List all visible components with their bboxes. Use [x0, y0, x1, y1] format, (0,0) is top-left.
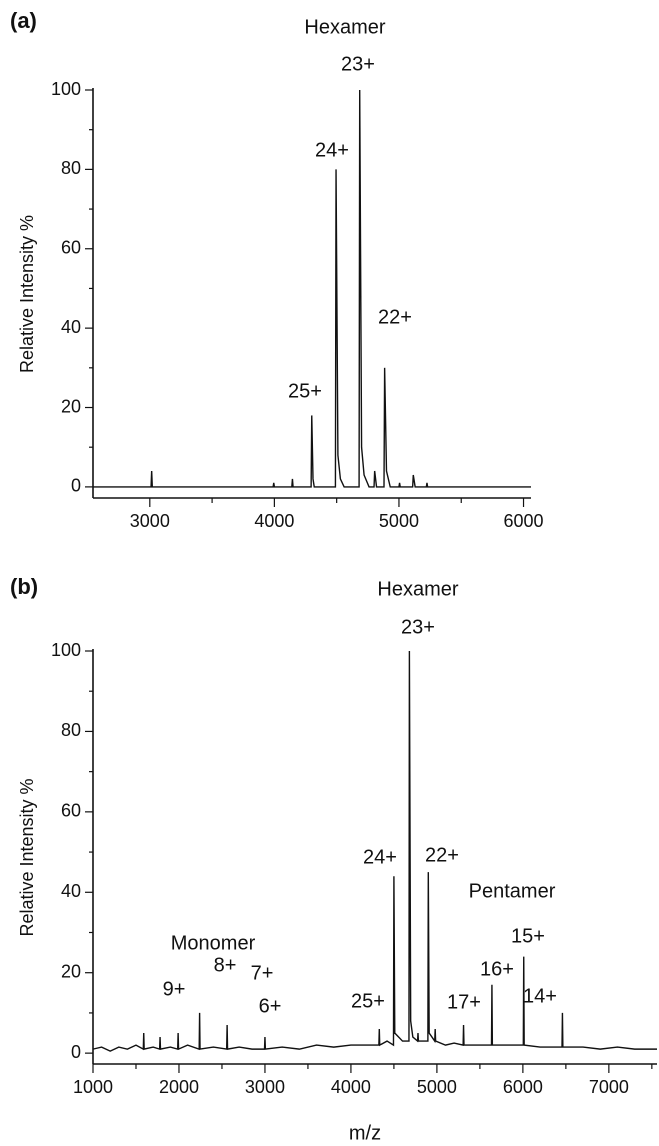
annotation: 23+	[401, 616, 435, 638]
x-tick-label: 2000	[159, 1077, 199, 1097]
annotation: 24+	[363, 846, 397, 868]
annotation: 15+	[511, 925, 545, 947]
y-tick-label: 0	[71, 476, 81, 496]
annotation: 6+	[259, 995, 282, 1017]
spectrum-line	[93, 89, 531, 488]
y-tick-label: 100	[51, 640, 81, 660]
annotation: 9+	[163, 978, 186, 1000]
x-tick-label: 5000	[417, 1077, 457, 1097]
annotation: 16+	[480, 958, 514, 980]
annotation: 25+	[351, 990, 385, 1012]
x-tick-label: 4000	[254, 511, 294, 531]
y-axis-label: Relative Intensity %	[17, 215, 37, 373]
x-tick-label: 3000	[130, 511, 170, 531]
annotation: 7+	[251, 962, 274, 984]
x-tick-label: 1000	[73, 1077, 113, 1097]
x-tick-label: 6000	[504, 511, 544, 531]
y-axis-label: Relative Intensity %	[17, 778, 37, 936]
annotation: 24+	[315, 139, 349, 161]
annotation: 8+	[214, 954, 237, 976]
annotation: Monomer	[171, 932, 256, 954]
x-tick-label: 7000	[589, 1077, 629, 1097]
annotation: 25+	[288, 380, 322, 402]
y-tick-label: 20	[61, 961, 81, 981]
y-tick-label: 100	[51, 79, 81, 99]
x-tick-label: 6000	[503, 1077, 543, 1097]
y-tick-label: 60	[61, 238, 81, 258]
y-tick-label: 80	[61, 158, 81, 178]
annotation: 23+	[341, 53, 375, 75]
panel-label: (a)	[10, 8, 37, 33]
y-tick-label: 20	[61, 396, 81, 416]
y-tick-label: 80	[61, 720, 81, 740]
y-tick-label: 40	[61, 881, 81, 901]
annotation: 17+	[447, 991, 481, 1013]
annotation: Hexamer	[377, 578, 458, 600]
annotation: 22+	[378, 306, 412, 328]
annotation: 14+	[523, 985, 557, 1007]
y-tick-label: 40	[61, 317, 81, 337]
x-tick-label: 4000	[331, 1077, 371, 1097]
x-tick-label: 5000	[379, 511, 419, 531]
annotation: Pentamer	[469, 880, 556, 902]
x-tick-label: 3000	[245, 1077, 285, 1097]
x-axis-label: m/z	[349, 1122, 381, 1144]
spectrum-line	[92, 650, 657, 1052]
panel-label: (b)	[10, 574, 38, 599]
y-tick-label: 0	[71, 1042, 81, 1062]
annotation: Hexamer	[304, 16, 385, 38]
annotation: 22+	[425, 844, 459, 866]
y-tick-label: 60	[61, 801, 81, 821]
